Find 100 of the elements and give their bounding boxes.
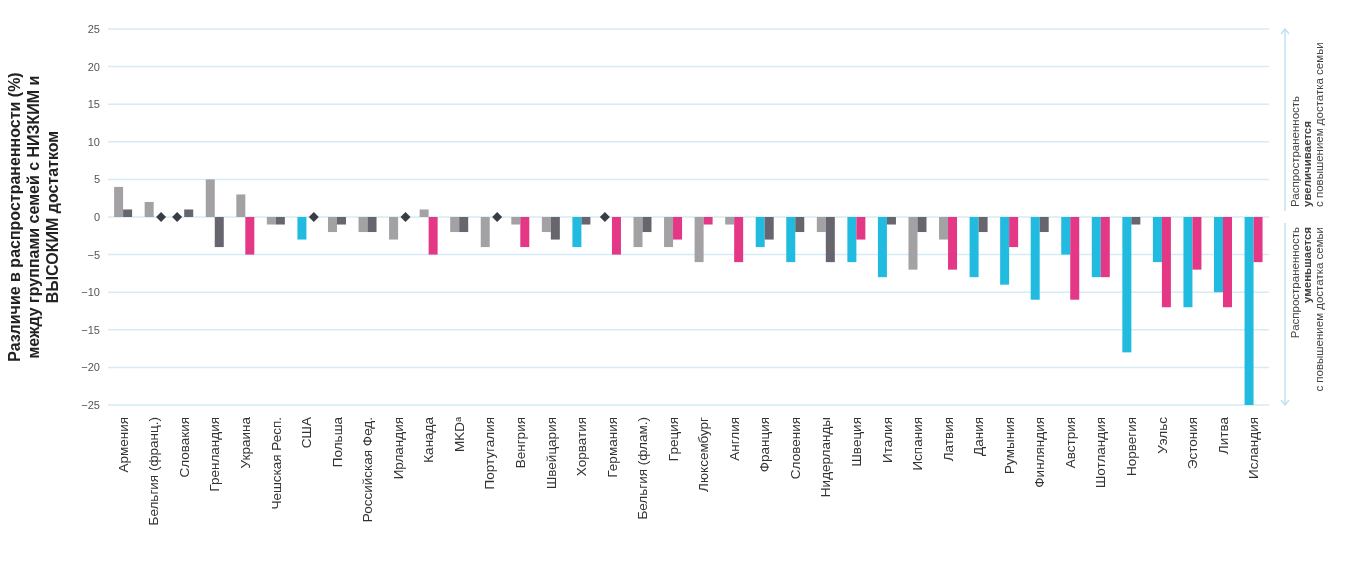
- bar: [275, 217, 285, 225]
- x-tick-label: Нидерланды: [818, 417, 834, 498]
- bar: [184, 209, 194, 217]
- x-tick-label: Латвия: [940, 417, 956, 462]
- text: Распространенность уменьшается с повышением достатка семьи: [1289, 227, 1325, 392]
- bar: [1183, 217, 1193, 308]
- bar: [1152, 217, 1162, 263]
- x-tick-label: Словакия: [176, 417, 192, 478]
- y-tick-label: −25: [81, 398, 100, 411]
- bar: [969, 217, 979, 278]
- bar: [144, 201, 154, 217]
- x-tick-label: Хорватия: [574, 417, 590, 477]
- x-tick-label: Бельгия (флам.): [635, 417, 651, 520]
- bar: [664, 217, 674, 248]
- bar: [389, 217, 399, 240]
- bar: [755, 217, 765, 248]
- bar: [1161, 217, 1171, 308]
- y-tick-label: −15: [81, 323, 100, 336]
- bar: [358, 217, 368, 233]
- bar: [1122, 217, 1132, 353]
- bar: [1030, 217, 1040, 300]
- y-axis-title: Различие в распространенности (%) между группами семей с НИЗКИМ и ВЫСОКИМ достатком: [6, 72, 61, 362]
- bar: [786, 217, 796, 263]
- x-tick-label: Франция: [757, 417, 773, 473]
- y-tick-label: −5: [87, 248, 100, 261]
- bar: [450, 217, 460, 233]
- x-tick-label: Польша: [329, 416, 345, 468]
- x-tick-label: Шотландия: [1093, 417, 1109, 489]
- bar: [1070, 217, 1080, 300]
- x-tick-label: Венгрия: [512, 417, 528, 469]
- bar: [1091, 217, 1101, 278]
- x-tick-label: Бельгия (франц.): [146, 417, 162, 526]
- text: Распространенность увеличивается с повышением достатка семьи: [1289, 42, 1325, 207]
- bar: [572, 217, 582, 248]
- bar: [419, 209, 429, 217]
- x-tick-label: Австрия: [1062, 417, 1078, 469]
- bar: [541, 217, 551, 233]
- bar: [245, 217, 255, 255]
- bar: [877, 217, 887, 278]
- y-tick-label: −20: [81, 361, 100, 374]
- bar: [428, 217, 438, 255]
- bar: [633, 217, 643, 248]
- bar: [847, 217, 857, 263]
- x-tick-label: Германия: [604, 417, 620, 478]
- x-tick-label: Италия: [879, 417, 895, 463]
- bar: [1100, 217, 1110, 278]
- bar: [266, 217, 276, 225]
- x-tick-label: Румыния: [1001, 417, 1017, 474]
- x-tick-label: Дания: [971, 417, 987, 456]
- bar: [214, 217, 224, 248]
- x-tick-label: Эстония: [1185, 417, 1201, 470]
- x-tick-label: Швеция: [849, 417, 865, 467]
- bar: [1223, 217, 1233, 308]
- y-tick-label: 15: [87, 98, 100, 111]
- bar: [520, 217, 530, 248]
- bar: [611, 217, 621, 255]
- x-tick-label: Чешская Респ.: [268, 417, 284, 510]
- bar: [114, 186, 124, 217]
- bar: [1253, 217, 1263, 263]
- bar: [734, 217, 744, 263]
- x-tick-label: Финляндия: [1032, 417, 1048, 488]
- bar: [1131, 217, 1141, 225]
- bar: [1000, 217, 1010, 285]
- x-tick-label: Испания: [910, 417, 926, 471]
- bar: [673, 217, 683, 240]
- bar: [336, 217, 346, 225]
- y-tick-label: 5: [93, 173, 100, 186]
- bar: [917, 217, 927, 233]
- bar: [939, 217, 949, 240]
- x-tick-label: Исландия: [1246, 417, 1262, 480]
- x-tick-label: Швейцария: [543, 417, 559, 490]
- bar: [764, 217, 774, 240]
- bar: [1061, 217, 1071, 255]
- bar: [886, 217, 896, 225]
- bar: [327, 217, 337, 233]
- bar: [703, 217, 713, 225]
- y-tick-label: 25: [87, 22, 100, 35]
- bar: [642, 217, 652, 233]
- y-tick-label: −10: [81, 286, 100, 299]
- bar: [236, 194, 246, 217]
- bar: [480, 217, 490, 248]
- bar: [725, 217, 735, 225]
- bar: [908, 217, 918, 270]
- bar: [825, 217, 835, 263]
- y-tick-label: 20: [87, 60, 100, 73]
- x-tick-label: Армения: [115, 417, 131, 473]
- bar: [948, 217, 958, 270]
- bar: [581, 217, 591, 225]
- bar: [367, 217, 377, 233]
- y-tick-label: 10: [87, 135, 100, 148]
- bar: [123, 209, 133, 217]
- x-tick-label: Украина: [237, 416, 253, 469]
- bar: [1244, 217, 1254, 405]
- bar: [978, 217, 988, 233]
- bar: [1214, 217, 1224, 293]
- x-tick-label: Люксембург: [696, 416, 712, 492]
- x-tick-label: Португалия: [482, 417, 498, 490]
- bar: [550, 217, 560, 240]
- x-tick-label: Российская Фед.: [360, 417, 376, 523]
- bar: [1192, 217, 1202, 270]
